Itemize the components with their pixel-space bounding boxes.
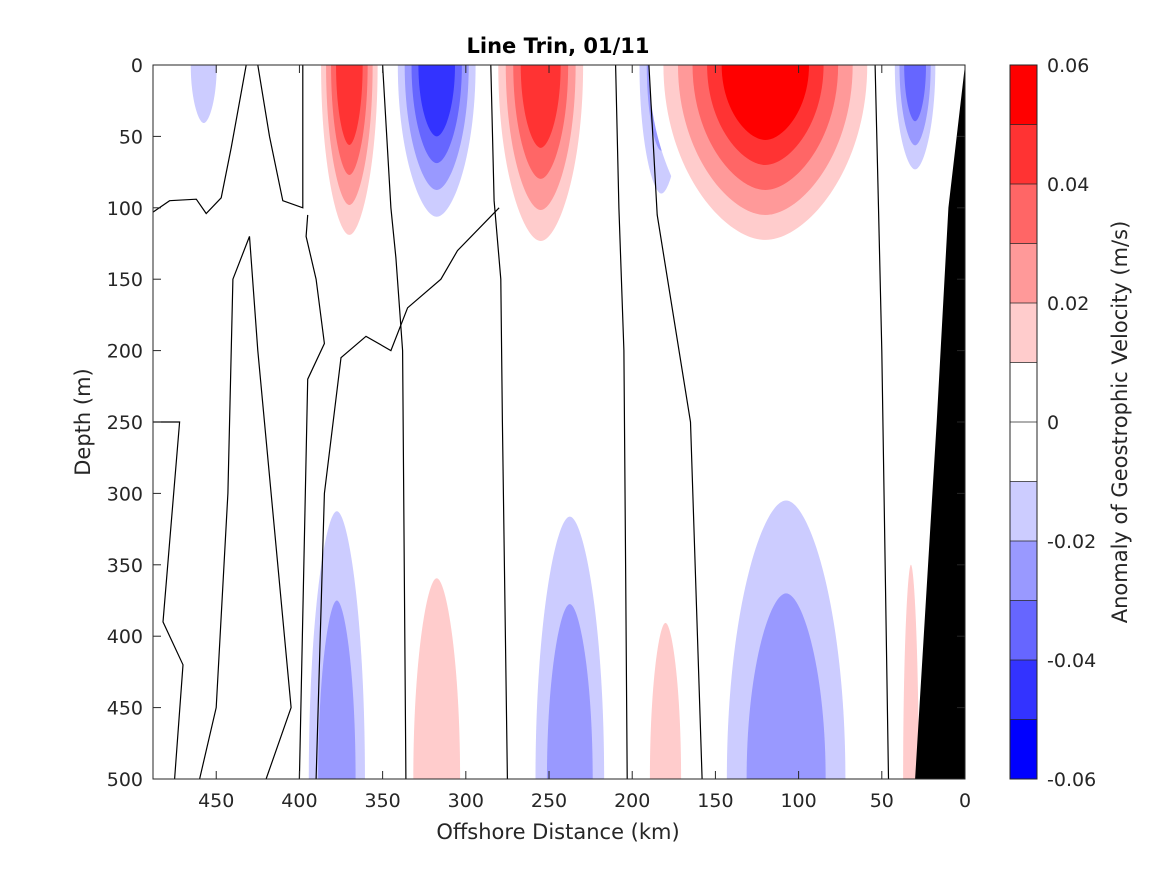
colorbar-tick-label: -0.06 [1047,769,1096,791]
y-tick-label: 500 [107,769,143,791]
colorbar-tick-label: 0 [1047,412,1059,434]
contour-fill-1-5 [418,65,456,137]
colorbar-swatch [1010,65,1037,125]
colorbar-swatch [1010,243,1037,303]
zero-contour-7 [153,421,184,779]
zero-contour-10 [298,214,326,779]
contour-fill-4-6 [721,65,810,140]
zero-contour-1 [257,65,304,209]
contour-fill-0-5 [336,65,363,145]
contour-fill-9-3 [546,604,593,779]
x-tick-label: 250 [531,790,567,812]
x-tick-label: 300 [448,790,484,812]
contour-fill-7-3 [318,600,356,779]
x-tick-label: 350 [364,790,400,812]
colorbar: 0.06 0.04 0.02 0 -0.02 -0.04 -0.06 [1009,55,1096,791]
y-tick-label: 150 [107,269,143,291]
contour-fill-11-3 [746,593,826,779]
contour-fills [182,65,941,779]
zero-contour-0 [153,65,247,215]
x-tick-label: 0 [959,790,971,812]
zero-contour-5 [648,65,703,779]
y-tick-label: 450 [107,698,143,720]
y-tick-label: 350 [107,555,143,577]
x-tick-label: 50 [870,790,894,812]
contour-fill-8-2 [413,578,461,779]
colorbar-tick-label: -0.04 [1047,650,1096,672]
colorbar-swatch [1010,422,1037,482]
colorbar-tick-label: 0.04 [1047,174,1089,196]
y-axis-label: Depth (m) [71,368,95,475]
colorbar-tick-label: 0.02 [1047,293,1089,315]
colorbar-tick-label: -0.02 [1047,531,1096,553]
zero-contour-3 [490,65,508,779]
colorbar-swatch [1010,184,1037,244]
y-tick-label: 100 [107,198,143,220]
x-tick-label: 150 [697,790,733,812]
chart-title: Line Trin, 01/11 [466,34,649,58]
colorbar-swatch [1010,124,1037,184]
y-tick-label: 50 [119,126,143,148]
colorbar-label: Anomaly of Geostrophic Velocity (m/s) [1108,221,1132,624]
zero-contour-4 [615,65,628,779]
y-tick-label: 400 [107,626,143,648]
x-tick-label: 400 [281,790,317,812]
contour-fill-2-5 [520,65,561,148]
colorbar-swatch [1010,719,1037,779]
colorbar-swatch [1010,541,1037,601]
zero-contours [153,65,890,779]
x-tick-label: 100 [780,790,816,812]
x-tick-label: 200 [614,790,650,812]
zero-contour-9 [315,207,500,779]
y-tick-label: 200 [107,341,143,363]
x-axis-label: Offshore Distance (km) [436,820,679,844]
contour-fill-12-2 [903,564,919,779]
contour-fill-6-2 [190,65,217,124]
y-tick-label: 250 [107,412,143,434]
y-axis: 0 50 100 150 200 250 300 350 400 450 500 [107,55,965,791]
colorbar-frame [1009,64,1038,780]
colorbar-tick-label: 0.06 [1047,55,1089,77]
bathymetry [915,65,965,779]
colorbar-swatch [1010,303,1037,363]
contour-fill-5-4 [904,65,927,122]
zero-contour-2 [382,65,407,779]
colorbar-swatch [1010,362,1037,422]
colorbar-swatch [1010,481,1037,541]
colorbar-swatch [1010,600,1037,660]
zero-contour-8 [199,236,292,779]
zero-contour-6 [874,65,890,779]
contour-fill-10-2 [649,622,682,779]
y-tick-label: 300 [107,483,143,505]
colorbar-swatch [1010,660,1037,720]
y-tick-label: 0 [131,55,143,77]
x-tick-label: 450 [198,790,234,812]
